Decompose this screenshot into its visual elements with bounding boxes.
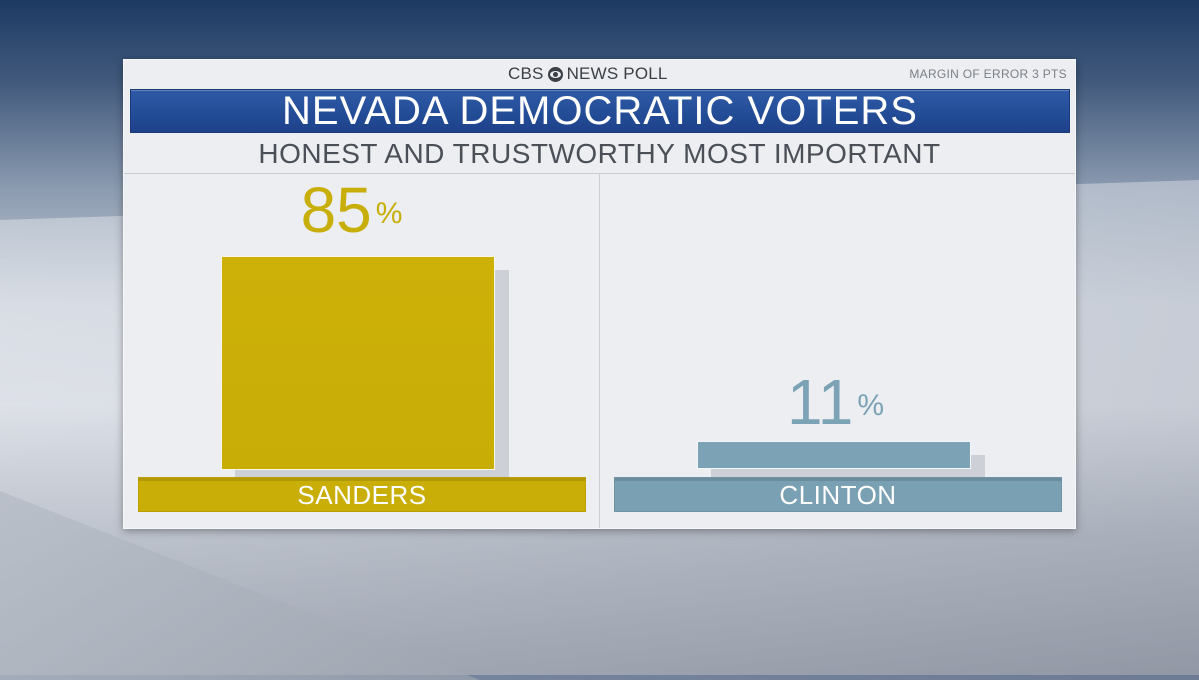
brand-name: CBS	[508, 64, 544, 83]
bar-sanders	[221, 256, 495, 470]
value-label: 11%	[598, 370, 1073, 434]
candidate-column-clinton: 11% CLINTON	[600, 174, 1075, 528]
percent-sign: %	[857, 389, 885, 422]
panel-header: CBS NEWS POLL MARGIN OF ERROR 3 PTS	[124, 60, 1075, 88]
poll-panel: CBS NEWS POLL MARGIN OF ERROR 3 PTS NEVA…	[123, 59, 1076, 529]
candidate-column-sanders: 85% SANDERS	[124, 174, 599, 528]
cbs-eye-icon	[547, 66, 563, 82]
chart-subtitle: HONEST AND TRUSTWORTHY MOST IMPORTANT	[258, 138, 941, 169]
brand-suffix: NEWS POLL	[566, 64, 668, 83]
percent-sign: %	[375, 197, 403, 230]
divider	[124, 173, 1075, 174]
value-label: 85%	[114, 178, 589, 242]
value-number: 85	[300, 174, 372, 246]
divider	[599, 174, 600, 528]
bar-clinton	[697, 441, 971, 469]
chart-title: NEVADA DEMOCRATIC VOTERS	[130, 89, 1070, 133]
candidate-label: CLINTON	[614, 477, 1062, 512]
brand-logo: CBS NEWS POLL	[508, 64, 668, 84]
value-number: 11	[786, 366, 854, 438]
margin-of-error: MARGIN OF ERROR 3 PTS	[909, 67, 1067, 81]
candidate-label: SANDERS	[138, 477, 586, 512]
